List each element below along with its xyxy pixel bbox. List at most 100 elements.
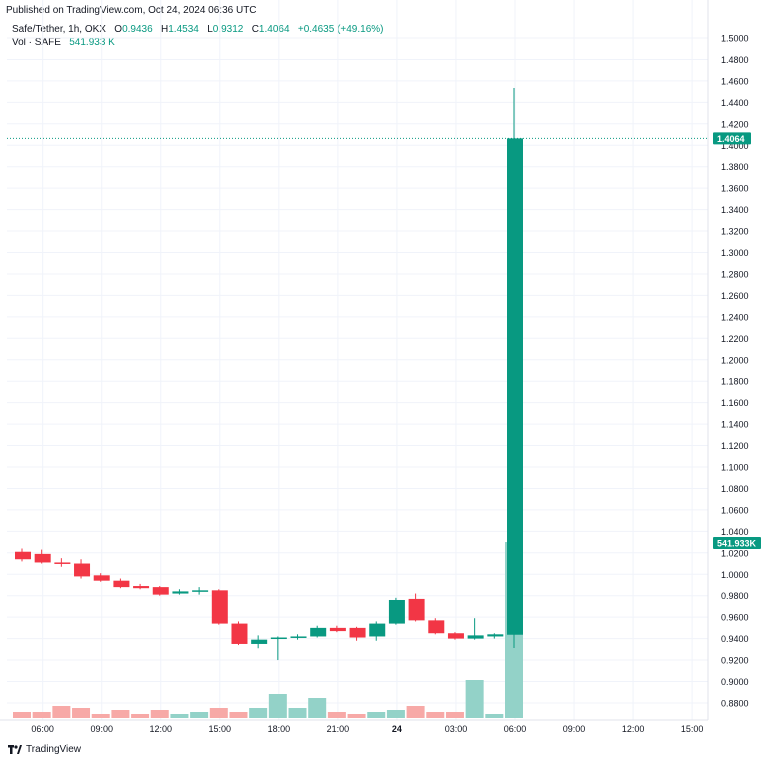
volume-bar [485, 714, 504, 718]
volume-bar [426, 712, 445, 718]
candle-body [408, 598, 425, 621]
candle-body [467, 635, 484, 639]
y-tick-label: 0.9800 [721, 591, 749, 601]
volume-legend: Vol · SAFE 541.933 K [12, 37, 115, 48]
x-tick-label: 21:00 [327, 724, 350, 734]
candle-body [152, 587, 169, 595]
volume-bar [91, 714, 110, 718]
price-markers: 1.4064 541.933K [7, 132, 761, 549]
volume-bar [229, 712, 248, 718]
volume-label: Vol · SAFE [12, 37, 61, 48]
volume-bar [131, 714, 150, 718]
y-tick-label: 0.9000 [721, 677, 749, 687]
y-tick-label: 1.1000 [721, 463, 749, 473]
last-price-label: 1.4064 [717, 134, 745, 144]
high-value: 1.4534 [168, 24, 199, 35]
close-value: 1.4064 [258, 24, 290, 35]
y-tick-label: 1.4400 [721, 98, 749, 108]
y-tick-label: 1.3800 [721, 162, 749, 172]
candle-body [54, 562, 71, 564]
candle-body [447, 633, 464, 639]
brand-label: TradingView [26, 744, 82, 755]
y-tick-label: 1.2600 [721, 291, 749, 301]
open-key: O [114, 24, 123, 35]
candle-body [329, 627, 346, 632]
y-tick-label: 1.2400 [721, 312, 749, 322]
x-tick-label: 03:00 [445, 724, 468, 734]
y-tick-label: 1.0400 [721, 527, 749, 537]
candle-body [270, 637, 287, 640]
candle-body [172, 591, 189, 594]
volume-bar [111, 710, 130, 718]
x-tick-label: 15:00 [209, 724, 232, 734]
volume-bar [327, 712, 346, 718]
volume-value: 541.933 K [69, 37, 115, 48]
y-tick-label: 1.0600 [721, 505, 749, 515]
candle-body [388, 599, 405, 624]
volume-bar [347, 714, 366, 718]
last-price-tag [713, 132, 751, 145]
candle-body [133, 586, 150, 589]
x-tick-label: 18:00 [268, 724, 291, 734]
candles [15, 87, 523, 661]
change-value: +0.4635 (+49.16%) [297, 24, 384, 35]
candle-body [487, 634, 504, 637]
candle-body [290, 636, 307, 638]
volume-bar [465, 680, 484, 718]
y-tick-label: 1.1600 [721, 398, 749, 408]
x-tick-label: 12:00 [149, 724, 172, 734]
candle-body [231, 623, 248, 644]
high-key: H [161, 24, 169, 35]
y-tick-label: 1.1200 [721, 441, 749, 451]
x-tick-label: 09:00 [563, 724, 586, 734]
candle-body [74, 563, 91, 577]
candle-body [211, 590, 228, 624]
price-legend: Safe/Tether, 1h, OKX O0.9436 H1.4534 L0.… [12, 24, 383, 35]
volume-bar [52, 706, 71, 718]
x-tick-label: 24 [392, 724, 402, 734]
y-tick-label: 1.1400 [721, 420, 749, 430]
y-tick-label: 1.4200 [721, 119, 749, 129]
volume-bar [308, 698, 327, 718]
y-tick-label: 1.3200 [721, 227, 749, 237]
y-tick-label: 1.0000 [721, 570, 749, 580]
candle-body [113, 580, 130, 588]
volume-bar [190, 712, 209, 718]
close-key: C [251, 24, 259, 35]
volume-bar [13, 712, 31, 718]
candle-body [251, 639, 268, 644]
y-tick-label: 1.4800 [721, 55, 749, 65]
footer: TradingView [8, 744, 81, 755]
y-tick-label: 1.3400 [721, 205, 749, 215]
volume-bar [406, 706, 425, 718]
y-tick-label: 1.2800 [721, 269, 749, 279]
candle-body [507, 138, 523, 635]
x-tick-label: 06:00 [31, 724, 54, 734]
open-value: 0.9436 [122, 24, 153, 35]
volume-bar [170, 714, 189, 718]
candle-body [428, 620, 445, 634]
y-tick-label: 0.9400 [721, 634, 749, 644]
y-tick-label: 0.9600 [721, 613, 749, 623]
time-axis[interactable]: 06:00 09:00 12:00 15:00 18:00 21:00 24 03:00 06:… [31, 724, 703, 734]
volume-bar [386, 710, 405, 718]
candle-body [192, 590, 209, 592]
low-value: 0.9312 [212, 24, 244, 35]
volume-bar [32, 712, 51, 718]
volume-bar [72, 708, 91, 718]
volume-tag-label: 541.933K [717, 539, 757, 549]
published-caption: Published on TradingView.com, Oct 24, 20… [6, 5, 257, 16]
volume-bar [367, 712, 386, 718]
volume-tag [713, 537, 761, 549]
tradingview-logo-icon [8, 745, 22, 754]
y-tick-label: 1.0200 [721, 548, 749, 558]
low-key: L [207, 24, 213, 35]
volume-bar [288, 708, 307, 718]
x-tick-label: 06:00 [504, 724, 527, 734]
price-axis[interactable]: 1.5000 1.4800 1.4600 1.4400 1.4200 1.4000 1.38… [721, 34, 749, 709]
candle-body [349, 627, 366, 638]
volume-bar [445, 712, 464, 718]
volume-bar [268, 694, 287, 718]
symbol-label: Safe/Tether, 1h, OKX [12, 24, 106, 35]
